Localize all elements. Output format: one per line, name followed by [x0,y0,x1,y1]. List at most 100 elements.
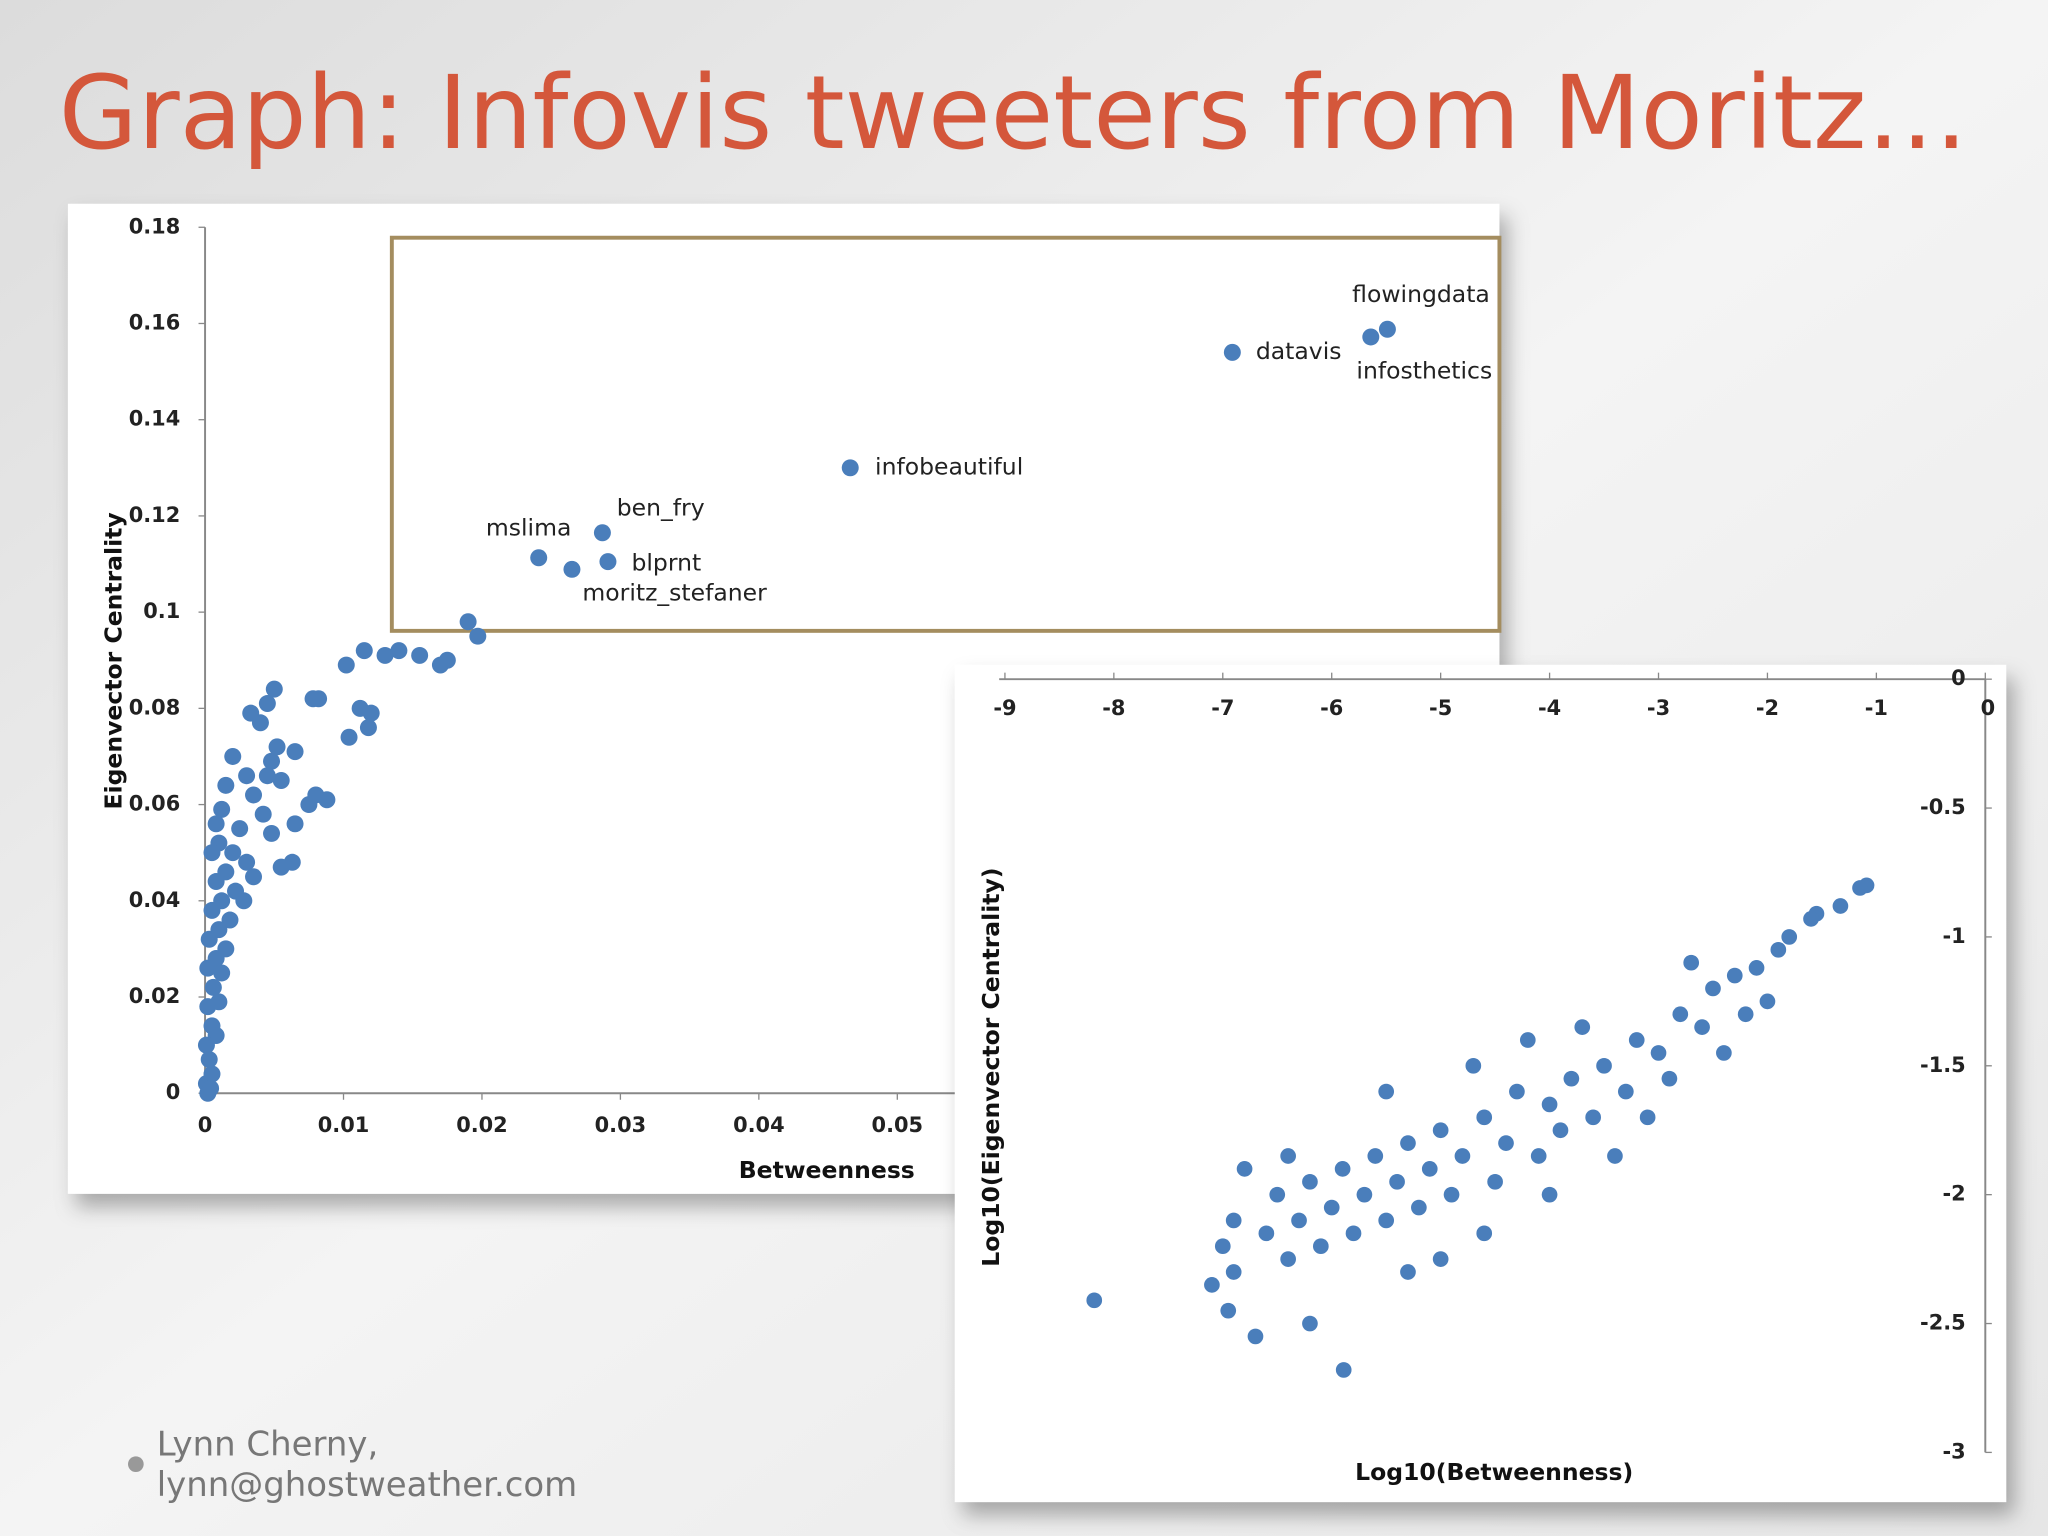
y-tick-label: 0 [1951,666,1966,690]
y-tick-label: 0.12 [129,503,181,527]
point [1247,1328,1264,1345]
point [1530,1148,1547,1164]
point [238,853,256,871]
point [1748,960,1765,976]
point [1443,1186,1460,1203]
highlight-box [389,235,1502,633]
point [1465,1057,1482,1074]
point [1225,1264,1242,1280]
point [1214,1238,1231,1255]
point [258,695,276,713]
point [1367,1148,1384,1164]
point [1541,1186,1558,1203]
point-label: infosthetics [1356,357,1492,385]
point-label: mslima [486,514,572,542]
point [469,627,487,645]
point [263,752,281,770]
y-tick-label: 0.1 [143,599,180,623]
point [1335,1362,1352,1378]
y-tick-label: -1.5 [1920,1053,1966,1077]
point [1362,328,1380,346]
point [355,642,373,660]
point [245,868,263,886]
point [1378,320,1396,338]
point [1683,954,1700,971]
point [1389,1173,1405,1190]
point [272,772,290,790]
chart-panel: -9 -8 -7 -6 -5 -4 -3 -2 -1 00 -0.5 -1 -1.5 -2 -2.5 -3 Lo… [954,664,2007,1503]
point [530,549,548,567]
point-label: flowingdata [1352,280,1490,308]
point [431,656,449,674]
point-label: datavis [1256,337,1342,365]
point-label: ben_fry [617,494,705,522]
point [1454,1148,1471,1164]
x-tick-label: -9 [993,696,1016,720]
point [376,646,394,664]
point [1617,1083,1634,1100]
x-tick-label: -4 [1538,696,1561,720]
point [1476,1225,1493,1242]
point [1852,880,1868,896]
point [841,459,859,477]
point [1509,1083,1525,1100]
point [1204,1277,1220,1293]
y-tick-label: 0.02 [129,984,181,1008]
point [1585,1109,1601,1126]
point [1759,993,1776,1010]
point [1432,1251,1449,1267]
point [1519,1032,1536,1048]
point [1356,1186,1373,1203]
point [263,824,281,842]
point [235,892,253,910]
point [1650,1045,1667,1061]
y-tick-label: 0.14 [129,407,181,431]
bullet [128,1456,144,1472]
point [231,820,249,838]
point [203,844,221,862]
footer-line: Lynn Cherny, [157,1424,379,1464]
point [1400,1135,1416,1151]
point [199,998,217,1016]
point [1421,1161,1438,1177]
x-tick-label: 0 [1981,696,1996,720]
x-tick-label: -2 [1756,696,1779,720]
point [1411,1199,1427,1216]
point [390,642,408,660]
x-axis-title: Log10(Betweenness) [1355,1458,1633,1486]
point [245,786,263,804]
point [1280,1148,1296,1164]
point [1086,1292,1103,1309]
x-tick-label: 0.02 [456,1113,508,1137]
point [1345,1225,1362,1242]
point-label: moritz_stefaner [582,579,767,607]
point [1552,1122,1569,1139]
point [340,728,358,746]
point [1400,1264,1416,1280]
point [1258,1225,1275,1242]
point [268,738,286,756]
point [207,815,225,833]
x-axis-title: Betweenness [739,1156,915,1184]
point [286,743,304,761]
point [1607,1148,1623,1164]
point [1716,1045,1732,1061]
point [197,1036,215,1054]
point [272,858,290,876]
point [1302,1315,1318,1332]
point [1323,1199,1340,1216]
point [1487,1173,1503,1190]
y-tick-label: 0.06 [129,792,181,816]
point [1628,1032,1645,1048]
point [213,800,231,818]
point [207,873,225,891]
point [224,747,242,765]
point [1803,911,1819,927]
y-tick-label: -2 [1943,1182,1966,1206]
y-tick-label: -3 [1943,1439,1966,1463]
point [1302,1173,1318,1190]
point [200,930,218,948]
point [351,699,369,717]
point [599,553,617,571]
